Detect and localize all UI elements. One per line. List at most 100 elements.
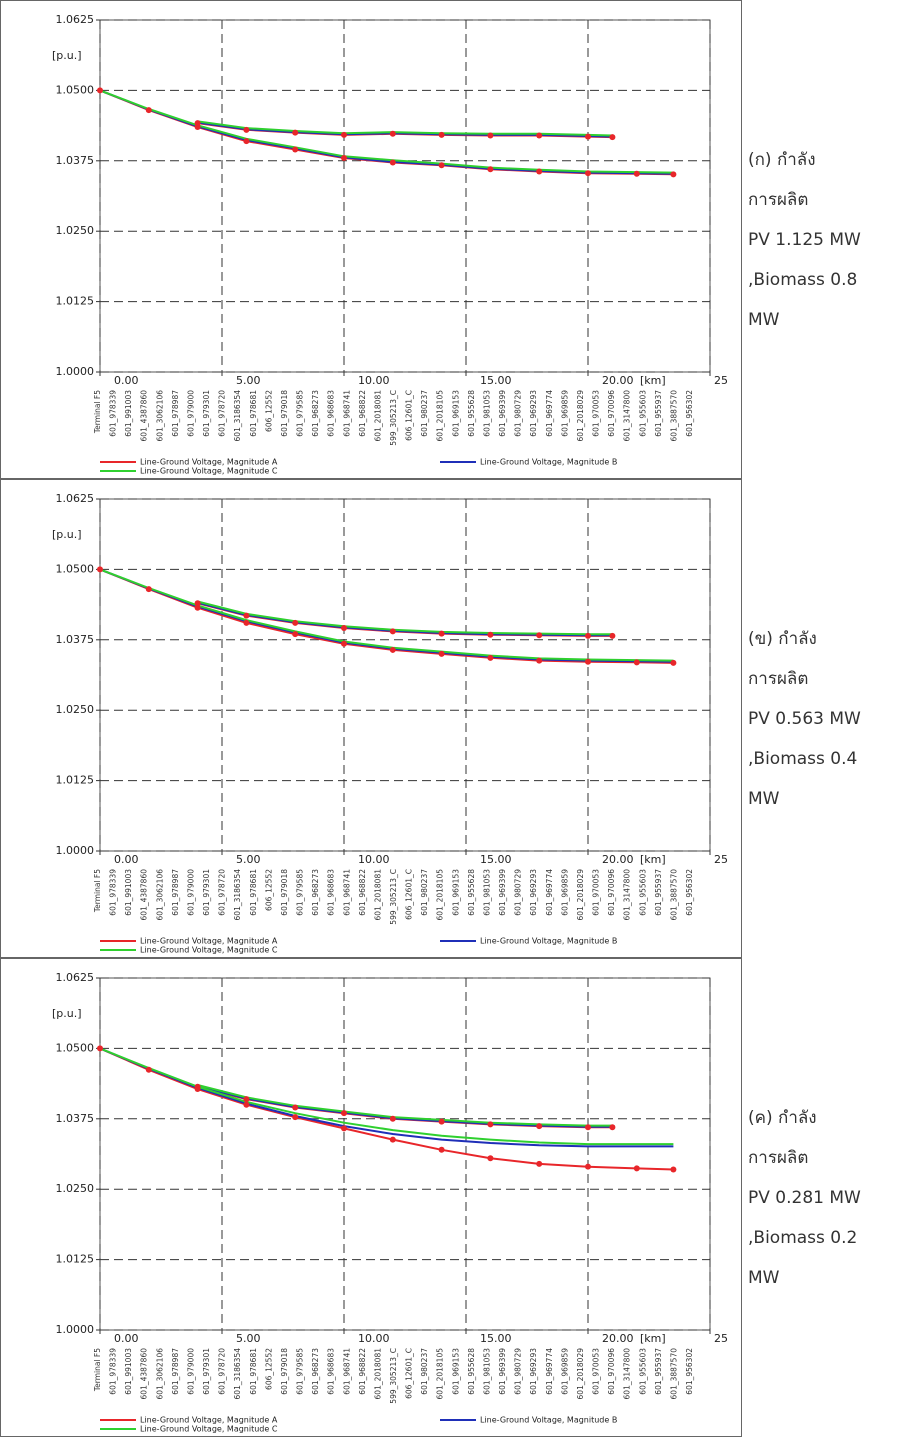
y-unit-label: [p.u.] bbox=[52, 528, 82, 541]
bus-label: 601_969859 bbox=[560, 1348, 569, 1395]
bus-label: 601_970096 bbox=[607, 1348, 616, 1395]
bus-label: 601_991003 bbox=[124, 869, 133, 916]
data-point bbox=[341, 624, 347, 631]
bus-label: 601_2018029 bbox=[576, 1348, 585, 1400]
bus-label: 601_978720 bbox=[218, 869, 227, 916]
data-point bbox=[633, 1165, 640, 1172]
data-point bbox=[292, 129, 299, 136]
bus-label: 601_980729 bbox=[514, 390, 523, 437]
bus-label: 601_2018029 bbox=[576, 390, 585, 442]
bus-label: 601_4387860 bbox=[140, 1348, 149, 1400]
data-point bbox=[438, 630, 445, 637]
bus-label: 601_956302 bbox=[685, 1348, 694, 1395]
bus-label: 601_969399 bbox=[498, 1348, 507, 1395]
data-point bbox=[585, 632, 591, 639]
x-tick-label: 5.00 bbox=[236, 374, 261, 387]
bus-label: 601_968741 bbox=[342, 1348, 351, 1395]
data-point bbox=[292, 619, 299, 626]
caption-line: PV 0.563 MW bbox=[748, 709, 861, 729]
y-tick-label: 1.0375 bbox=[56, 1112, 95, 1125]
data-point bbox=[487, 1121, 494, 1128]
data-point bbox=[194, 600, 201, 607]
bus-label: 601_979301 bbox=[202, 1348, 211, 1395]
x-tick-label: 15.00 bbox=[480, 853, 512, 866]
bus-label: 601_969774 bbox=[545, 869, 554, 916]
bus-label: 601_979585 bbox=[296, 390, 305, 437]
bus-label: 606_12601_C bbox=[405, 869, 414, 920]
y-unit-label: [p.u.] bbox=[52, 49, 82, 62]
caption-line: การผลิต bbox=[748, 190, 808, 210]
data-point bbox=[633, 170, 640, 177]
data-point bbox=[292, 146, 299, 153]
data-point bbox=[585, 133, 591, 140]
bus-label: 601_978720 bbox=[218, 390, 227, 437]
bus-label: 601_978681 bbox=[249, 869, 258, 916]
y-tick-label: 1.0625 bbox=[56, 492, 95, 505]
data-point bbox=[585, 170, 591, 177]
bus-label: 601_978339 bbox=[109, 1348, 118, 1395]
data-point bbox=[438, 162, 445, 169]
bus-label: 601_955603 bbox=[638, 1348, 647, 1395]
data-point bbox=[243, 612, 250, 619]
bus-label: 601_969774 bbox=[545, 390, 554, 437]
bus-label: 601_968683 bbox=[327, 1348, 336, 1395]
bus-label: 601_955628 bbox=[467, 390, 476, 437]
bus-label: 601_968741 bbox=[342, 869, 351, 916]
chart-panel: 1.0000 1.0125 1.0250 1.0375 1.0500 1.0625 0.00… bbox=[0, 479, 861, 958]
bus-label: 599_305213_C bbox=[389, 869, 398, 925]
data-point bbox=[389, 628, 396, 635]
y-tick-label: 1.0375 bbox=[56, 633, 95, 646]
bus-label: 606_12601_C bbox=[405, 1348, 414, 1399]
data-point bbox=[487, 654, 494, 661]
bus-label: 601_979585 bbox=[296, 1348, 305, 1395]
bus-label: 601_3062106 bbox=[155, 869, 164, 921]
bus-label: 601_3147800 bbox=[623, 869, 632, 921]
bus-label: 601_981053 bbox=[483, 1348, 492, 1395]
data-point bbox=[536, 657, 543, 664]
bus-label: 601_979585 bbox=[296, 869, 305, 916]
data-point bbox=[585, 1124, 591, 1131]
caption-line: (ค) กำลัง bbox=[748, 1108, 817, 1128]
data-point bbox=[389, 1115, 396, 1122]
y-tick-label: 1.0500 bbox=[56, 562, 95, 575]
bus-label: 601_969153 bbox=[451, 390, 460, 437]
caption-line: MW bbox=[748, 789, 780, 809]
y-tick-label: 1.0500 bbox=[56, 83, 95, 96]
bus-label: 601_981053 bbox=[483, 869, 492, 916]
data-point bbox=[389, 646, 396, 653]
bus-label: 601_978339 bbox=[109, 869, 118, 916]
bus-label: 601_980237 bbox=[420, 1348, 429, 1395]
legend-label: Line-Ground Voltage, Magnitude B bbox=[480, 937, 617, 946]
x-tick-label: 10.00 bbox=[358, 1332, 390, 1345]
bus-label: 601_969293 bbox=[529, 1348, 538, 1395]
data-point bbox=[243, 126, 250, 133]
data-point bbox=[670, 659, 677, 666]
data-point bbox=[243, 619, 250, 626]
data-point bbox=[194, 120, 201, 127]
bus-label: 601_969774 bbox=[545, 1348, 554, 1395]
caption-line: ,Biomass 0.8 bbox=[748, 270, 857, 290]
data-point bbox=[438, 650, 445, 657]
bus-label: 606_12552 bbox=[264, 1348, 273, 1390]
data-point bbox=[292, 1104, 299, 1111]
x-tick-label: 5.00 bbox=[236, 853, 261, 866]
bus-label: 601_991003 bbox=[124, 390, 133, 437]
bus-label: 601_3186354 bbox=[233, 1348, 242, 1400]
bus-label: 601_969399 bbox=[498, 869, 507, 916]
data-point bbox=[438, 1146, 445, 1153]
data-point bbox=[438, 131, 445, 138]
data-point bbox=[487, 132, 494, 139]
data-point bbox=[585, 1163, 591, 1170]
caption-line: การผลิต bbox=[748, 669, 808, 689]
legend-label: Line-Ground Voltage, Magnitude A bbox=[140, 458, 278, 467]
bus-label: 601_955603 bbox=[638, 390, 647, 437]
bus-label: 599_305213_C bbox=[389, 390, 398, 446]
bus-label: 601_978987 bbox=[171, 390, 180, 437]
data-point bbox=[487, 631, 494, 638]
legend-label: Line-Ground Voltage, Magnitude C bbox=[140, 467, 278, 476]
data-point bbox=[609, 1124, 616, 1131]
bus-label: 601_970096 bbox=[607, 390, 616, 437]
bus-label: 601_968683 bbox=[327, 869, 336, 916]
data-point bbox=[341, 640, 347, 647]
